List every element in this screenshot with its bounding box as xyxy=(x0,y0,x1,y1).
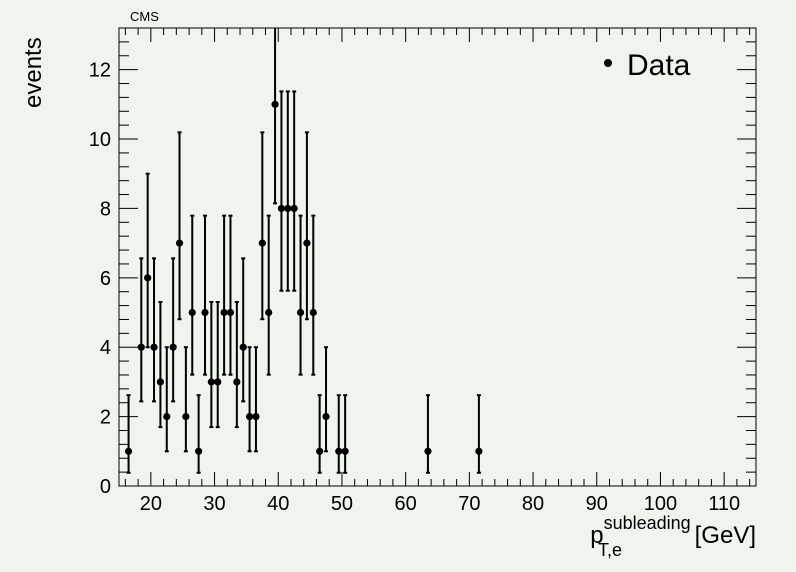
data-point xyxy=(169,343,177,351)
x-tick-label: 20 xyxy=(140,493,162,515)
data-point xyxy=(150,343,158,351)
data-point xyxy=(201,308,209,317)
data-point xyxy=(245,413,254,421)
data-point xyxy=(239,343,247,351)
x-axis-title: psubleading [GeV] xyxy=(590,513,756,549)
data-point xyxy=(277,204,286,213)
x-tick-label: 90 xyxy=(586,493,608,515)
legend-entry-data: Data xyxy=(627,49,691,82)
y-tick-labels: 0 2 4 6 8 10 12 xyxy=(89,60,111,498)
y-tick-label: 8 xyxy=(100,198,111,220)
y-tick-label: 4 xyxy=(100,337,111,359)
y-tick-label: 10 xyxy=(89,129,111,151)
data-point xyxy=(226,308,235,317)
x-tick-labels: 20 30 40 50 60 70 80 90 100 110 xyxy=(140,493,740,515)
y-axis-title: events xyxy=(20,37,47,108)
data-point xyxy=(175,239,184,247)
data-point xyxy=(335,447,343,455)
x-axis-title-main: p xyxy=(590,522,603,549)
x-tick-label: 60 xyxy=(395,493,417,515)
data-point xyxy=(233,378,241,386)
data-point xyxy=(258,239,266,247)
y-tick-label: 6 xyxy=(100,268,111,290)
data-points xyxy=(124,28,483,474)
data-point xyxy=(163,413,171,421)
y-tick-label: 2 xyxy=(100,407,111,429)
data-point xyxy=(220,308,228,317)
data-point xyxy=(265,308,273,317)
data-point xyxy=(316,447,324,455)
legend: Data xyxy=(604,49,691,82)
chart-title: CMS xyxy=(130,9,159,24)
x-axis-title-sub: T,e xyxy=(598,540,622,560)
legend-marker xyxy=(604,59,612,67)
data-point xyxy=(144,274,152,282)
y-tick-label: 0 xyxy=(100,476,111,498)
data-point xyxy=(475,447,483,455)
data-point xyxy=(322,413,330,421)
data-point xyxy=(207,378,215,386)
x-axis-title-unit: [GeV] xyxy=(695,522,756,549)
y-tick-label: 12 xyxy=(89,60,111,82)
data-point xyxy=(156,378,165,386)
x-axis-title-sup: subleading xyxy=(604,513,691,533)
data-point xyxy=(284,204,292,213)
x-tick-label: 40 xyxy=(267,493,289,515)
data-point xyxy=(137,343,145,351)
x-tick-label: 100 xyxy=(644,493,677,515)
x-tick-label: 30 xyxy=(203,493,225,515)
axis-ticks xyxy=(119,27,756,487)
data-point xyxy=(290,204,298,213)
data-point xyxy=(188,308,196,317)
data-point xyxy=(124,447,133,455)
data-point xyxy=(303,239,311,247)
x-tick-label: 80 xyxy=(522,493,544,515)
data-point xyxy=(424,447,432,455)
data-point xyxy=(296,308,305,317)
data-point xyxy=(309,308,317,317)
x-tick-label: 50 xyxy=(331,493,353,515)
data-point xyxy=(182,413,190,421)
x-tick-label: 70 xyxy=(458,493,480,515)
data-point xyxy=(252,413,260,421)
data-point xyxy=(214,378,222,386)
plot-area xyxy=(118,27,757,487)
data-point xyxy=(341,447,349,455)
x-tick-label: 110 xyxy=(708,493,740,515)
data-point xyxy=(195,447,203,455)
data-point xyxy=(271,100,279,108)
